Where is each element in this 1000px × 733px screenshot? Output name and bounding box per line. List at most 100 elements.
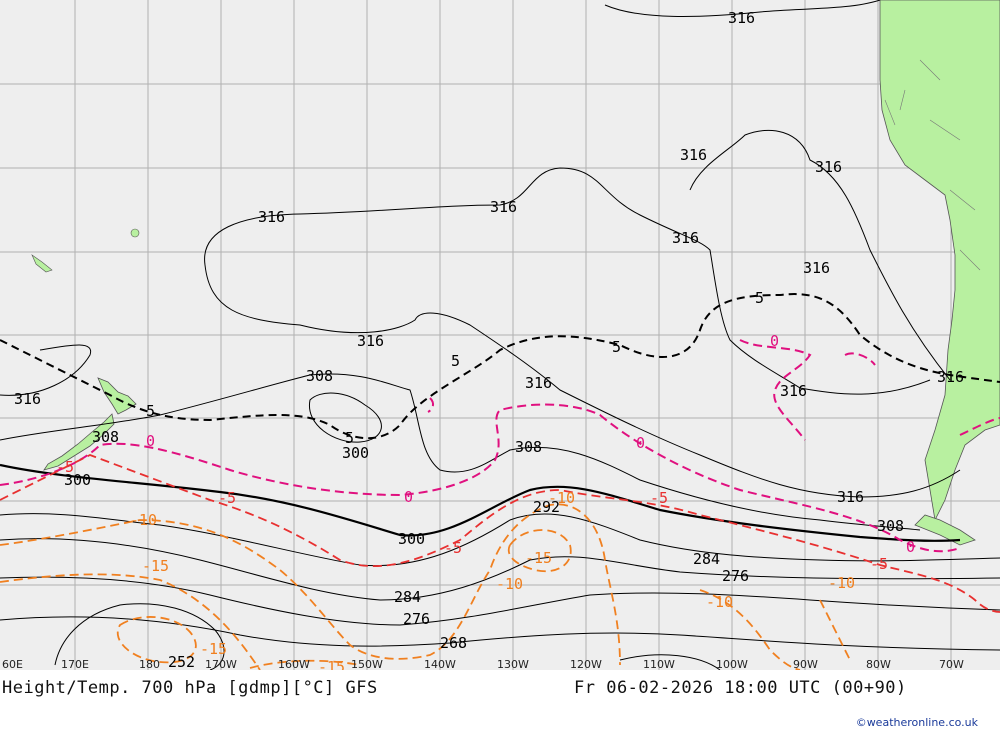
temp-label: 0 [636, 434, 645, 452]
height-contour-308 [0, 373, 921, 531]
map-canvas: 316 316 316 316 316 316 316 316 316 316 … [0, 0, 1000, 670]
height-contours [0, 0, 1000, 670]
new-zealand-south-island [43, 413, 115, 471]
temp-label: 5 [146, 402, 155, 420]
isotherm-minus10 [0, 503, 851, 670]
height-contour-284 [0, 538, 1000, 601]
longitude-label: 170E [61, 658, 89, 670]
height-contour-316 [689, 129, 951, 381]
height-label: 316 [672, 229, 699, 247]
temp-label: -5 [218, 489, 236, 507]
temp-label: -5 [56, 458, 74, 476]
temp-label: 0 [906, 538, 915, 556]
height-contour-268 [0, 616, 1000, 651]
temp-label: -15 [525, 549, 552, 567]
temp-label: -5 [870, 555, 888, 573]
height-contour-276 [0, 576, 1000, 626]
temp-label: 5 [612, 338, 621, 356]
height-contour-260 [54, 603, 225, 670]
isotherm-line [959, 417, 1000, 436]
island-land [130, 228, 140, 238]
longitude-label: 170W [205, 658, 237, 670]
longitude-label: 110W [643, 658, 675, 670]
temp-label: 0 [404, 488, 413, 506]
temp-label: 5 [755, 289, 764, 307]
new-zealand-north-island [97, 377, 137, 415]
height-label: 276 [722, 567, 749, 585]
map-footer [0, 670, 1000, 733]
graticule [0, 0, 1000, 670]
south-america-land [879, 0, 1000, 522]
isotherm-minus5 [0, 454, 1000, 613]
valid-time: Fr 06-02-2026 18:00 UTC (00+90) [574, 678, 907, 698]
height-contour-300-closed [309, 392, 382, 443]
height-label: 316 [14, 390, 41, 408]
longitude-label: 150W [351, 658, 383, 670]
height-label: 316 [937, 368, 964, 386]
isotherm-plus5 [0, 293, 1000, 440]
weather-map: 316 316 316 316 316 316 316 316 316 316 … [0, 0, 1000, 670]
temp-label: -5 [650, 489, 668, 507]
height-label: 268 [440, 634, 467, 652]
temp-label: -15 [200, 640, 227, 658]
temp-label: -10 [130, 511, 157, 529]
tierra-del-fuego-land [914, 514, 976, 546]
isotherm-line [699, 589, 801, 670]
longitude-label: 60E [2, 658, 23, 670]
isotherm-line [427, 397, 435, 413]
credit-link[interactable]: ©weatheronline.co.uk [855, 716, 978, 729]
fiji-islands-land [31, 254, 53, 273]
height-label: 316 [680, 146, 707, 164]
country-borders [884, 59, 981, 271]
longitude-label: 130W [497, 658, 529, 670]
longitude-label: 70W [939, 658, 964, 670]
height-contour-260 [619, 654, 721, 670]
temp-label: -5 [444, 539, 462, 557]
longitude-label: 90W [793, 658, 818, 670]
height-contour-316 [204, 264, 961, 498]
height-label: 292 [533, 498, 560, 516]
longitude-label: 120W [570, 658, 602, 670]
temp-label: -10 [548, 489, 575, 507]
isotherm-line [507, 529, 572, 573]
isotherm-zero [0, 339, 1000, 553]
height-label: 284 [394, 588, 421, 606]
height-label: 316 [258, 208, 285, 226]
temp-label: 5 [345, 429, 354, 447]
longitude-label: 100W [716, 658, 748, 670]
isotherm-line [0, 503, 621, 666]
temp-label: -15 [142, 557, 169, 575]
temp-label: 5 [451, 352, 460, 370]
height-label: 316 [803, 259, 830, 277]
height-label: 300 [342, 444, 369, 462]
height-label: 300 [398, 530, 425, 548]
map-title: Height/Temp. 700 hPa [gdmp][°C] GFS [2, 678, 378, 698]
isotherm-line [0, 454, 1000, 613]
height-label: 316 [525, 374, 552, 392]
height-label: 308 [515, 438, 542, 456]
height-label: 308 [306, 367, 333, 385]
height-label: 316 [780, 382, 807, 400]
isotherm-line [117, 616, 197, 664]
height-label: 308 [877, 517, 904, 535]
temp-label: -10 [496, 575, 523, 593]
height-label: 316 [357, 332, 384, 350]
height-label: 252 [168, 653, 195, 670]
height-label: 308 [92, 428, 119, 446]
isotherm-line [739, 339, 812, 441]
isotherm-minus15 [0, 529, 572, 670]
height-label: 316 [490, 198, 517, 216]
isotherm-line [844, 352, 876, 366]
longitude-label: 140W [424, 658, 456, 670]
height-label: 316 [815, 158, 842, 176]
height-contour-292 [0, 513, 1000, 567]
height-contour-316 [0, 167, 931, 396]
height-label: 316 [837, 488, 864, 506]
temp-label: -10 [706, 593, 733, 611]
temp-label: 0 [146, 432, 155, 450]
isotherm-line [0, 293, 1000, 440]
longitude-label: 160W [278, 658, 310, 670]
longitude-label: 180 [139, 658, 160, 670]
height-label: 276 [403, 610, 430, 628]
height-label: 300 [64, 471, 91, 489]
